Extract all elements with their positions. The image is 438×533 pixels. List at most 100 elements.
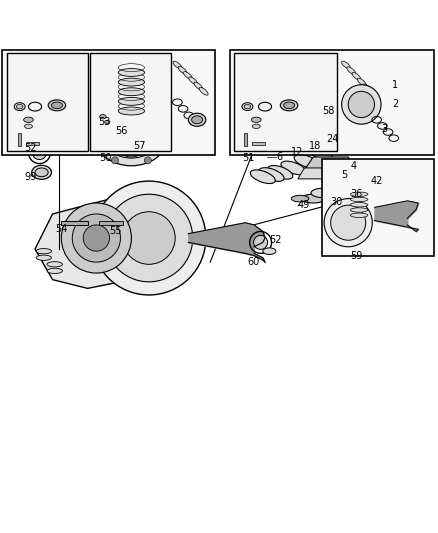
Circle shape [105,194,193,282]
Ellipse shape [118,98,145,106]
Text: 50: 50 [99,153,111,163]
Ellipse shape [188,113,206,126]
Ellipse shape [192,116,202,124]
Text: 58: 58 [322,106,334,116]
Ellipse shape [242,103,253,110]
Ellipse shape [194,82,203,90]
Circle shape [83,225,110,251]
Text: 51: 51 [242,153,254,163]
Ellipse shape [359,96,381,109]
Ellipse shape [291,195,309,202]
Circle shape [254,236,268,249]
Text: 54: 54 [55,224,67,235]
Ellipse shape [184,71,192,79]
Circle shape [348,91,374,118]
Ellipse shape [325,179,354,187]
Text: 3: 3 [381,124,387,134]
Ellipse shape [339,122,343,125]
Ellipse shape [350,140,355,143]
Ellipse shape [362,122,367,125]
Ellipse shape [355,92,385,112]
Text: 18: 18 [309,141,321,151]
Ellipse shape [294,155,319,168]
Text: 12: 12 [291,147,304,157]
Bar [61,221,88,225]
Ellipse shape [105,120,110,124]
Ellipse shape [350,203,368,207]
Ellipse shape [284,102,295,109]
Ellipse shape [311,188,337,198]
Bar [99,221,123,225]
Ellipse shape [47,268,62,273]
Ellipse shape [189,77,198,85]
Text: 52: 52 [269,235,282,245]
Ellipse shape [25,124,32,128]
Ellipse shape [364,99,376,106]
Ellipse shape [350,192,368,197]
Bar [7,53,88,151]
Ellipse shape [371,81,382,88]
Ellipse shape [250,170,276,183]
Ellipse shape [350,213,368,217]
Ellipse shape [199,87,208,95]
Circle shape [111,115,118,122]
Ellipse shape [280,100,298,111]
Circle shape [111,157,118,164]
Ellipse shape [354,104,387,113]
Bar [94,124,110,128]
Text: 57: 57 [134,141,146,151]
Bar [234,53,337,151]
Text: 49: 49 [298,200,310,210]
Ellipse shape [17,104,23,109]
Ellipse shape [118,107,145,115]
Circle shape [145,115,152,122]
Bar [252,142,265,145]
Ellipse shape [36,248,52,254]
Circle shape [114,122,149,157]
Bar [230,50,434,155]
Circle shape [331,205,366,240]
Circle shape [123,212,175,264]
Text: 55: 55 [110,227,122,237]
Ellipse shape [350,208,368,212]
Ellipse shape [341,123,364,139]
Bar [26,142,39,145]
Circle shape [32,146,46,159]
Ellipse shape [24,117,33,123]
Text: 53: 53 [99,117,111,127]
Ellipse shape [36,255,52,260]
Ellipse shape [96,113,166,166]
Ellipse shape [52,102,63,109]
Ellipse shape [347,67,356,75]
Text: 30: 30 [331,197,343,207]
Ellipse shape [307,146,332,159]
Text: 36: 36 [350,189,363,199]
Bar [90,53,171,151]
Ellipse shape [350,197,368,201]
Ellipse shape [118,88,145,96]
Ellipse shape [350,119,355,122]
Ellipse shape [281,161,306,175]
Ellipse shape [244,104,251,109]
Circle shape [324,199,372,247]
Text: 42: 42 [370,176,382,186]
Text: 56: 56 [115,126,127,136]
Ellipse shape [263,248,276,254]
Ellipse shape [14,103,25,110]
Bar [322,159,434,255]
Ellipse shape [362,136,367,140]
Polygon shape [35,188,166,288]
Ellipse shape [105,121,158,158]
Circle shape [161,136,168,143]
Bar [244,133,247,146]
Ellipse shape [173,61,182,69]
Ellipse shape [48,100,66,111]
Ellipse shape [47,262,62,267]
Text: 52: 52 [24,143,37,154]
Ellipse shape [35,168,48,177]
Text: 24: 24 [326,134,339,144]
Ellipse shape [352,72,361,80]
Bar [2,50,215,155]
Ellipse shape [334,129,338,132]
Ellipse shape [357,78,366,86]
